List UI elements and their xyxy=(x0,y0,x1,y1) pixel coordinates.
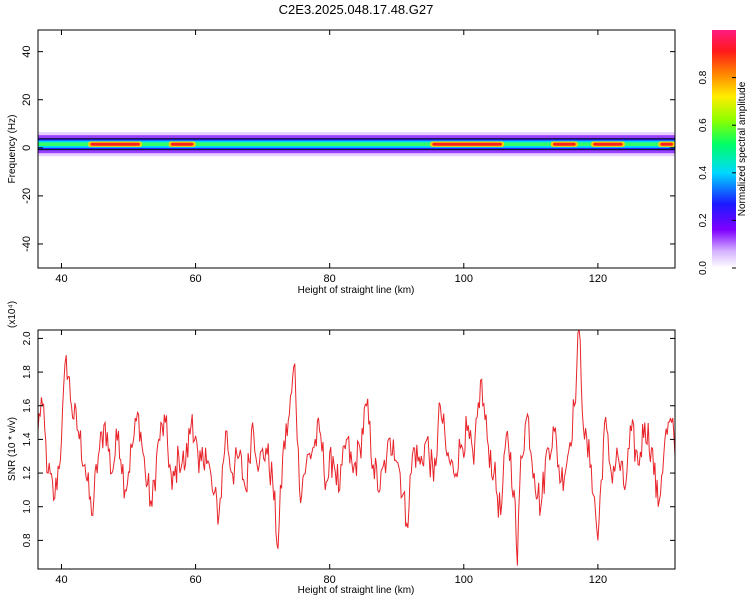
y-tick-label: 40 xyxy=(21,46,33,58)
snr-y-axis-label: SNR (10 * v/v) xyxy=(7,417,18,481)
snr-plot-area xyxy=(38,330,675,569)
x-tick-label: 120 xyxy=(589,273,607,285)
snr-x-ticks: 40 60 80 100 120 xyxy=(55,330,607,586)
y-tick-label: 0 xyxy=(21,145,33,151)
chart-title: C2E3.2025.048.17.48.G27 xyxy=(279,2,434,17)
snr-scale-note: (x10⁴) xyxy=(7,301,18,328)
spectrogram-x-axis-label: Height of straight line (km) xyxy=(298,285,415,296)
y-tick-label: 1.0 xyxy=(22,499,33,513)
x-tick-label: 100 xyxy=(455,273,473,285)
y-tick-label: 1.2 xyxy=(22,466,33,480)
y-tick-label: 1.8 xyxy=(22,365,33,379)
spectrogram-panel: 40 60 80 100 120 40 20 0 -20 -40 Height of strai… xyxy=(7,29,676,296)
spectrogram-hot-segment xyxy=(90,142,140,146)
spectrogram-band-core xyxy=(38,142,675,146)
spectrogram-frame xyxy=(37,29,676,269)
y-tick-label: -20 xyxy=(21,188,33,204)
y-tick-label: 1.6 xyxy=(22,398,33,412)
x-tick-label: 120 xyxy=(589,574,607,586)
y-tick-label: 1.4 xyxy=(22,432,33,446)
x-tick-label: 80 xyxy=(324,273,336,285)
y-tick-label: -40 xyxy=(21,236,33,252)
colorbar-tick-label: 0.8 xyxy=(698,70,709,84)
snr-series-line xyxy=(38,330,675,566)
colorbar-ticks: 0.0 0.2 0.4 0.6 0.8 xyxy=(698,70,736,275)
snr-y-ticks: 2.0 1.8 1.6 1.4 1.2 1.0 0.8 xyxy=(22,331,675,547)
y-tick-label: 2.0 xyxy=(22,331,33,345)
y-tick-label: 20 xyxy=(21,94,33,106)
spectrogram-hot-segment xyxy=(170,142,194,146)
spectrogram-heatmap xyxy=(38,132,675,157)
colorbar: 0.0 0.2 0.4 0.6 0.8 Normalized spectral ampl… xyxy=(698,30,748,275)
spectrogram-hot-segment xyxy=(593,142,623,146)
x-tick-label: 80 xyxy=(324,574,336,586)
snr-frame xyxy=(37,329,676,570)
spectrogram-y-ticks: 40 20 0 -20 -40 xyxy=(21,46,675,252)
colorbar-tick-label: 0.0 xyxy=(698,261,709,275)
spectrogram-y-axis-label: Frequency (Hz) xyxy=(7,115,18,184)
x-tick-label: 60 xyxy=(189,574,201,586)
colorbar-label: Normalized spectral amplitude xyxy=(737,81,748,216)
x-tick-label: 60 xyxy=(189,273,201,285)
spectrogram-hot-segment xyxy=(432,142,503,146)
snr-panel: 40 60 80 100 120 2.0 1.8 1.6 1.4 1.2 1.0 0.8 Heigh… xyxy=(7,301,676,596)
x-tick-label: 40 xyxy=(55,574,67,586)
x-tick-label: 100 xyxy=(455,574,473,586)
spectrogram-hot-segment xyxy=(660,142,673,146)
colorbar-gradient xyxy=(712,30,736,268)
colorbar-tick-label: 0.6 xyxy=(698,118,709,132)
spectrogram-hot-segment xyxy=(552,142,576,146)
snr-x-axis-label: Height of straight line (km) xyxy=(298,585,415,596)
x-tick-label: 40 xyxy=(55,273,67,285)
colorbar-tick-label: 0.2 xyxy=(698,213,709,227)
y-tick-label: 0.8 xyxy=(22,533,33,547)
colorbar-tick-label: 0.4 xyxy=(698,165,709,179)
spectrogram-x-ticks: 40 60 80 100 120 xyxy=(55,30,607,285)
